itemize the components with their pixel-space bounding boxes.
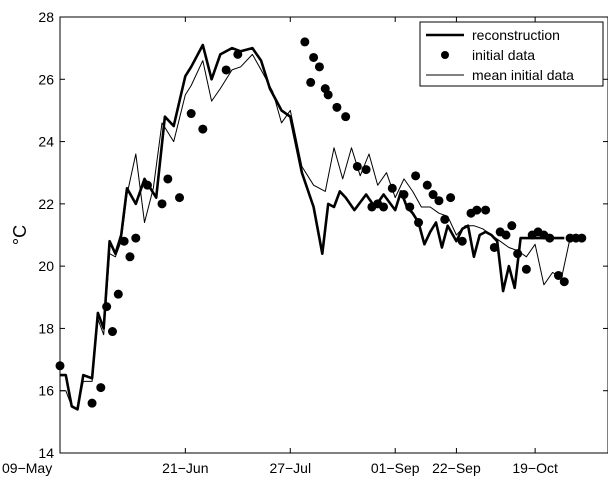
legend-entry-mean-initial-data: mean initial data <box>472 67 574 83</box>
data-point <box>175 193 185 203</box>
data-point <box>323 90 333 100</box>
data-point <box>501 230 511 240</box>
data-point <box>472 205 482 215</box>
data-point <box>521 264 531 274</box>
data-point <box>309 52 319 62</box>
series-group <box>55 37 587 411</box>
data-point <box>379 202 389 212</box>
data-point <box>341 112 351 122</box>
plot-area <box>59 16 608 454</box>
data-point <box>559 277 569 287</box>
x-tick-label: 19−Oct <box>512 460 558 476</box>
data-point <box>405 202 415 212</box>
legend-swatch-initial-data <box>441 51 449 59</box>
x-tick-label: 27−Jul <box>269 460 311 476</box>
y-tick-label: 24 <box>38 134 54 150</box>
data-point <box>113 289 123 299</box>
data-point <box>411 171 421 181</box>
data-point <box>489 242 499 252</box>
y-tick-label: 26 <box>38 71 54 87</box>
legend-entry-reconstruction: reconstruction <box>472 27 560 43</box>
series-initial-data <box>55 37 587 408</box>
data-point <box>446 193 456 203</box>
legend-entry-initial-data: initial data <box>472 47 535 63</box>
data-point <box>142 180 152 190</box>
series-mean-initial-data-line <box>60 53 571 410</box>
data-point <box>300 37 310 47</box>
x-tick-label: 21−Jun <box>162 460 208 476</box>
x-tick-label: 22−Sep <box>432 460 481 476</box>
data-point <box>157 199 167 209</box>
data-point <box>545 233 555 243</box>
data-point <box>428 190 438 200</box>
legend: reconstruction initial data mean initial… <box>419 21 604 87</box>
data-point <box>457 236 467 246</box>
y-tick-label: 16 <box>38 383 54 399</box>
data-point <box>577 233 587 243</box>
data-point <box>96 383 106 393</box>
axes: 14 16 18 20 22 24 26 28 09−May 21−Jun 27−Jul 01−Sep… <box>2 9 608 476</box>
y-axis-label: °C <box>10 225 30 245</box>
data-point <box>131 233 141 243</box>
data-point <box>434 196 444 206</box>
x-tick-label: 09−May <box>2 460 52 476</box>
data-point <box>332 102 342 112</box>
x-tick-label: 01−Sep <box>371 460 420 476</box>
data-point <box>314 62 324 72</box>
data-point <box>198 124 208 134</box>
y-tick-label: 18 <box>38 320 54 336</box>
data-point <box>55 361 65 371</box>
data-point <box>513 249 523 259</box>
y-tick-label: 22 <box>38 196 54 212</box>
data-point <box>107 327 117 337</box>
data-point <box>481 205 491 215</box>
data-point <box>102 302 112 312</box>
data-point <box>422 180 432 190</box>
data-point <box>163 174 173 184</box>
data-point <box>221 65 231 75</box>
y-tick-label: 28 <box>38 9 54 25</box>
data-point <box>306 77 316 87</box>
data-point <box>186 109 196 119</box>
data-point <box>414 218 424 228</box>
y-tick-label: 14 <box>38 445 54 461</box>
data-point <box>233 49 243 59</box>
data-point <box>440 214 450 224</box>
y-tick-label: 20 <box>38 258 54 274</box>
data-point <box>125 252 135 262</box>
data-point <box>399 190 409 200</box>
data-point <box>507 221 517 231</box>
series-reconstruction-line <box>60 43 565 411</box>
data-point <box>87 398 97 408</box>
